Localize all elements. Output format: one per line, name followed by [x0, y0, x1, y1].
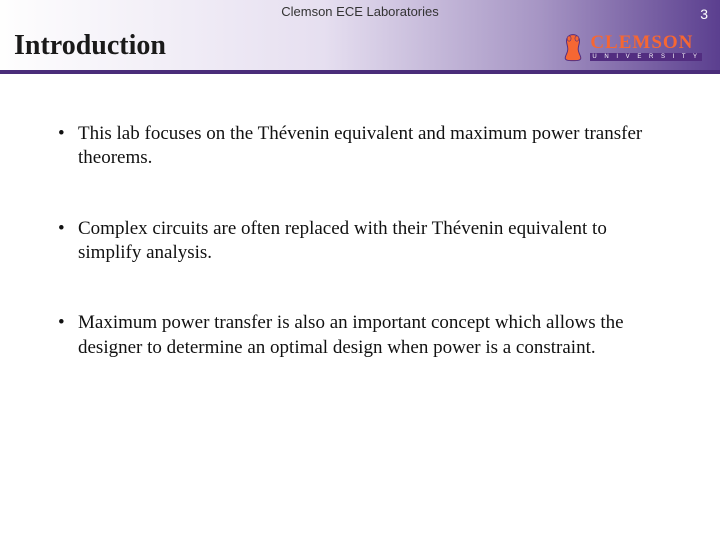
bullet-item: This lab focuses on the Thévenin equival…: [56, 122, 664, 171]
content-area: This lab focuses on the Thévenin equival…: [0, 74, 720, 360]
logo-sub-text: U N I V E R S I T Y: [590, 53, 702, 61]
logo-main-text: CLEMSON: [590, 33, 702, 52]
bullet-list: This lab focuses on the Thévenin equival…: [56, 122, 664, 360]
page-number: 3: [700, 6, 708, 22]
bullet-item: Maximum power transfer is also an import…: [56, 311, 664, 360]
clemson-logo: CLEMSON U N I V E R S I T Y: [560, 32, 702, 62]
header-band: Clemson ECE Laboratories Introduction 3 …: [0, 0, 720, 74]
slide-title: Introduction: [14, 30, 166, 62]
bullet-item: Complex circuits are often replaced with…: [56, 217, 664, 266]
lab-label: Clemson ECE Laboratories: [281, 4, 439, 19]
paw-icon: [560, 32, 586, 62]
logo-text-block: CLEMSON U N I V E R S I T Y: [590, 33, 702, 61]
